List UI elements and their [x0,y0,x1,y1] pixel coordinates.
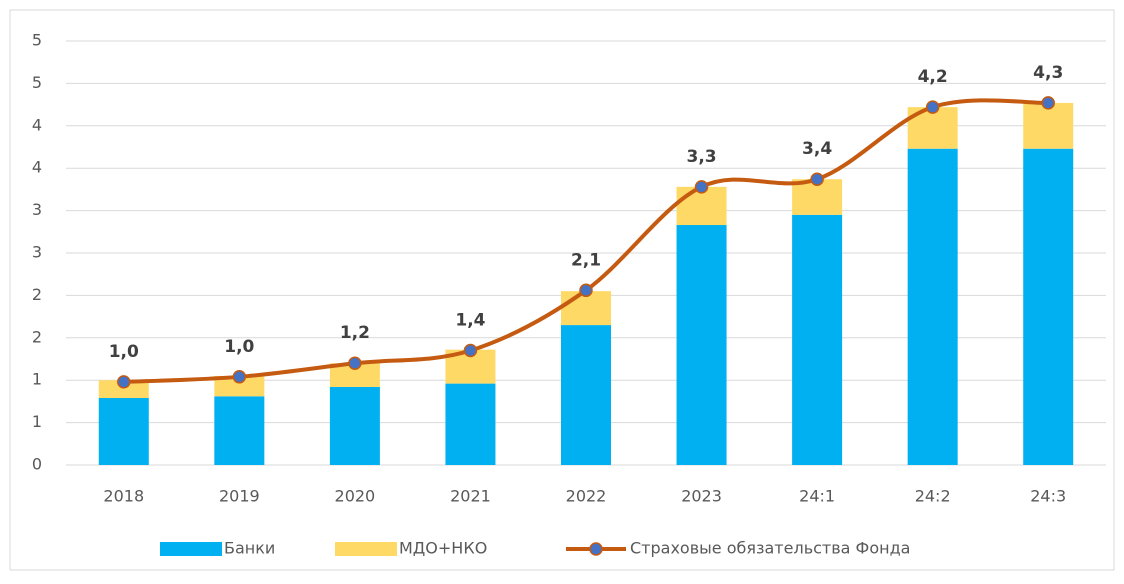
line-marker [925,100,940,114]
y-tick-label: 2 [32,327,42,346]
x-tick-label: 2021 [450,487,491,506]
bar [792,214,843,465]
y-tick-label: 0 [32,455,42,474]
data-label: 3,3 [686,147,716,167]
line-marker [463,343,478,358]
line-marker [579,283,593,298]
line-marker [694,180,709,194]
y-tick-label: 5 [32,31,42,50]
data-label: 1,0 [109,342,139,362]
bar [445,383,496,465]
data-label: 1,2 [340,323,370,343]
legend-swatch [160,542,222,556]
legend-label: МДО+НКО [399,539,487,558]
x-tick-label: 2023 [681,487,722,506]
bar [98,380,149,399]
bar [676,225,727,465]
line-marker [1041,96,1055,110]
bar [214,375,265,397]
data-label: 1,4 [455,311,485,331]
data-label: 1,0 [224,337,254,357]
data-label: 2,1 [571,250,601,270]
x-tick-label: 2022 [566,487,607,506]
y-tick-label: 1 [32,370,42,389]
line-marker [232,370,247,384]
legend-swatch [589,542,603,556]
y-tick-label: 3 [32,200,42,219]
y-tick-label: 2 [32,285,42,304]
line-marker [117,375,131,389]
y-tick-label: 1 [32,412,42,431]
bar [329,363,380,387]
line-marker [810,172,824,186]
x-tick-label: 2020 [335,487,376,506]
legend-label: Банки [224,539,275,558]
x-tick-label: 24:3 [1030,487,1066,506]
bar [214,396,265,465]
data-label: 4,2 [918,67,948,87]
bar [1023,102,1074,149]
data-label: 3,4 [802,139,832,159]
bar [907,148,958,466]
y-tick-label: 5 [32,73,42,92]
bar [98,398,149,465]
data-label: 4,3 [1033,63,1063,83]
x-tick-label: 2019 [219,487,260,506]
x-tick-label: 2018 [103,487,144,506]
x-tick-label: 24:2 [915,487,951,506]
legend-swatch [335,542,397,556]
y-tick-label: 4 [32,158,42,177]
y-tick-label: 3 [32,243,42,262]
bar [1023,148,1074,466]
bar [329,386,380,465]
x-tick-label: 24:1 [799,487,835,506]
legend-label: Страховые обязательства Фонда [630,539,910,558]
line-marker [348,356,362,370]
bar [561,325,611,465]
y-tick-label: 4 [32,115,42,134]
